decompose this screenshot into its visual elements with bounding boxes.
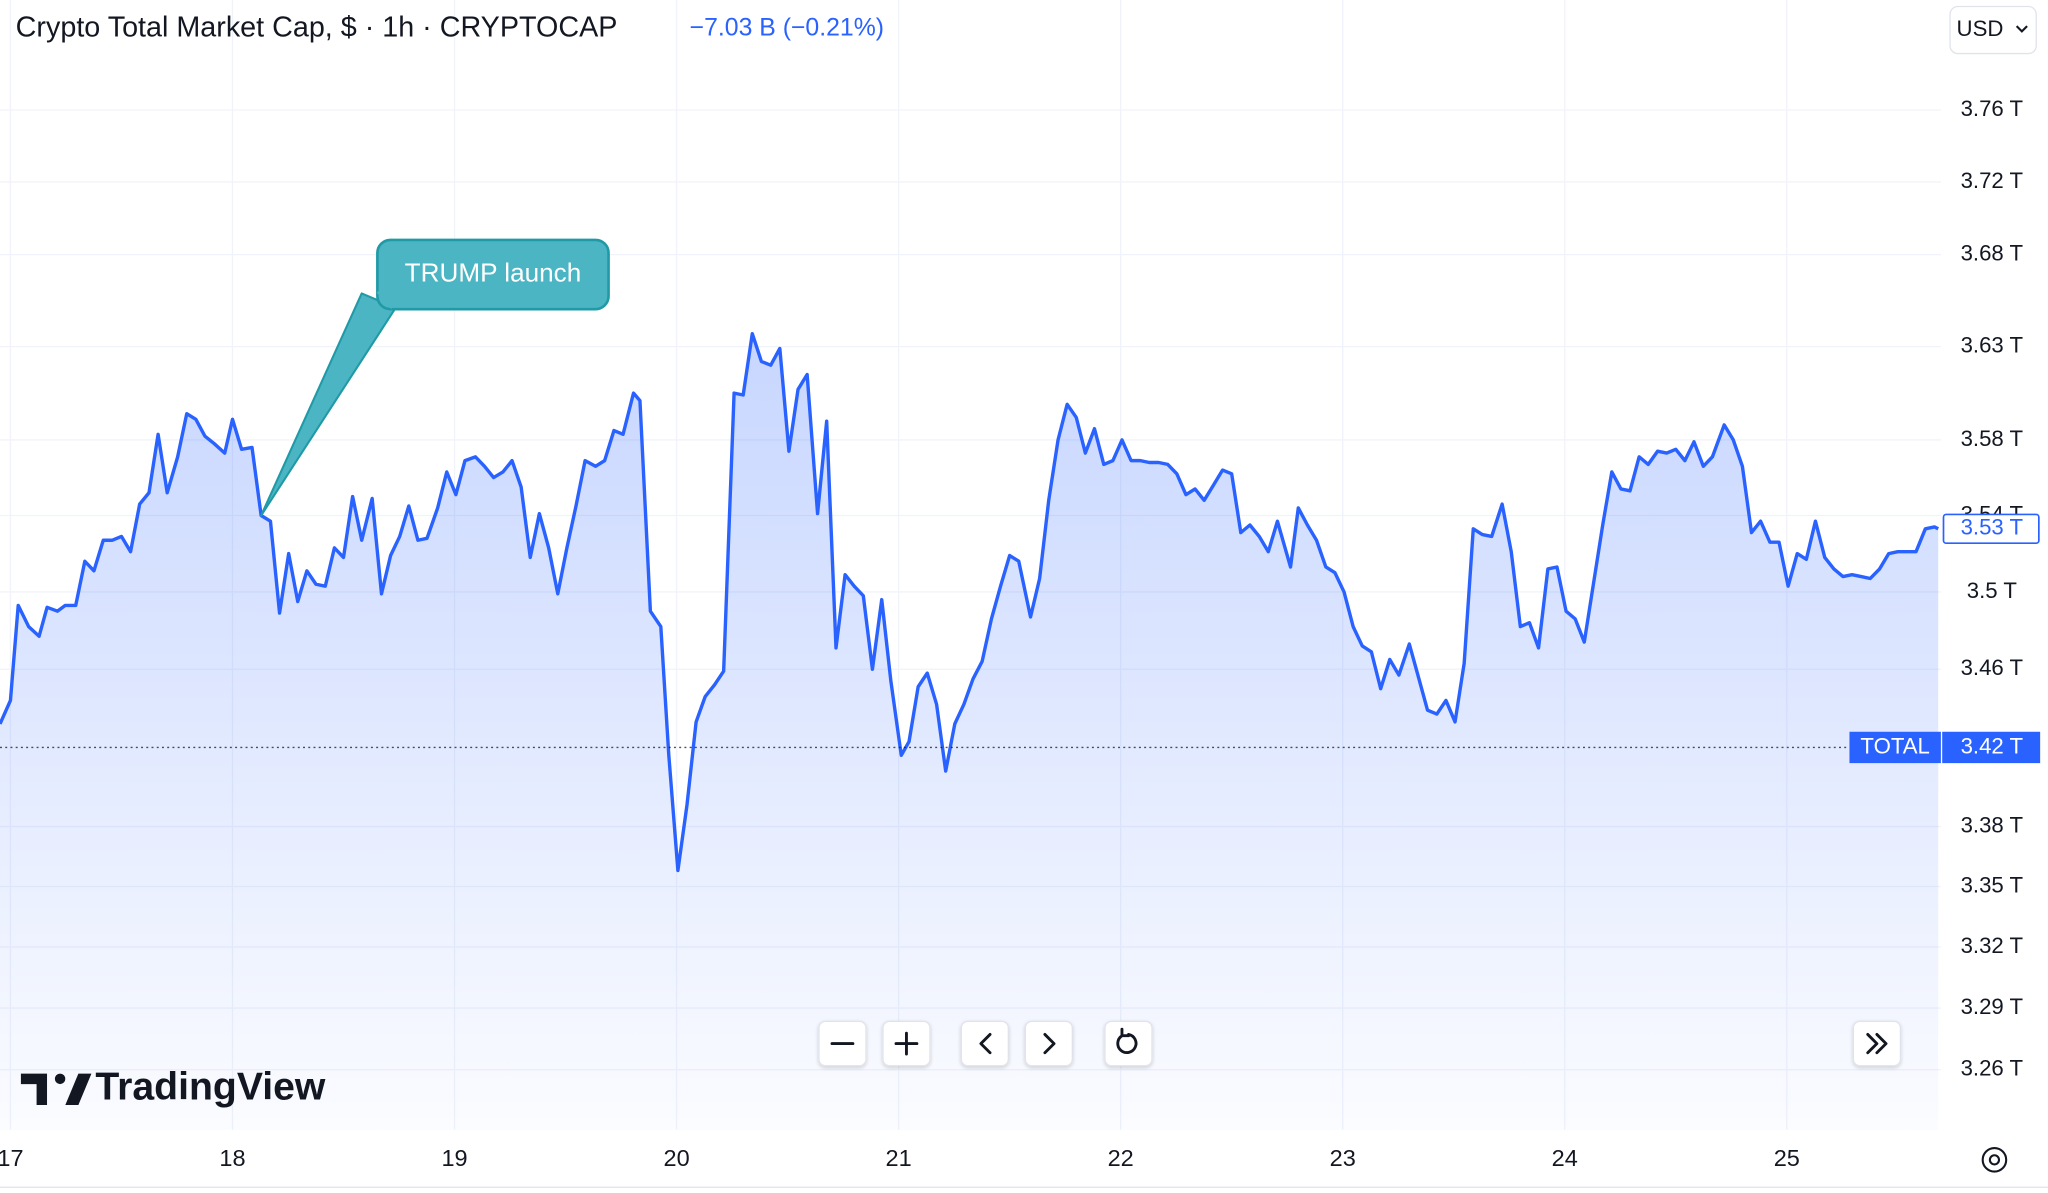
last-price-box bbox=[1942, 513, 2040, 545]
y-tick-label: 3.5 T bbox=[1967, 578, 2018, 603]
logo: TradingView bbox=[20, 1066, 326, 1109]
x-tick-label: 17 bbox=[0, 1145, 24, 1171]
left-icon[interactable] bbox=[979, 1033, 992, 1055]
x-tick-label: 23 bbox=[1330, 1145, 1356, 1171]
x-tick-label: 22 bbox=[1108, 1145, 1134, 1171]
button-bg[interactable] bbox=[960, 1020, 1009, 1067]
currency-selector[interactable]: USD bbox=[1949, 5, 2037, 55]
y-tick-label: 3.38 T bbox=[1961, 812, 2024, 837]
currency-button[interactable] bbox=[1949, 5, 2037, 55]
y-tick-label: 3.76 T bbox=[1961, 96, 2024, 121]
scroll-end-button[interactable] bbox=[1852, 1020, 1902, 1067]
price-change: −7.03 B (−0.21%) bbox=[690, 14, 884, 41]
right-icon[interactable] bbox=[1043, 1033, 1056, 1055]
plus-icon[interactable] bbox=[894, 1031, 919, 1056]
currency-label[interactable]: USD bbox=[1957, 16, 2004, 41]
annotation: TRUMP launch bbox=[260, 238, 610, 517]
logo-icon bbox=[20, 1073, 66, 1105]
symbol-box bbox=[1849, 731, 1941, 764]
symbol-label: TOTAL bbox=[1860, 733, 1929, 758]
y-tick-label: 3.72 T bbox=[1961, 168, 2024, 193]
callout-box bbox=[376, 238, 610, 311]
prev-close-label: 3.42 T bbox=[1961, 733, 2024, 758]
x-tick-label: 24 bbox=[1552, 1145, 1578, 1171]
button-bg[interactable] bbox=[1024, 1020, 1073, 1067]
scroll-left-button[interactable] bbox=[960, 1020, 1009, 1067]
zoom-out-button[interactable] bbox=[818, 1020, 867, 1067]
y-tick-label: 3.35 T bbox=[1961, 872, 2024, 897]
chart-title: Crypto Total Market Cap, $ · 1h · CRYPTO… bbox=[16, 11, 618, 43]
x-tick-label: 21 bbox=[886, 1145, 912, 1171]
x-tick-label: 18 bbox=[219, 1145, 245, 1171]
end-icon[interactable] bbox=[1866, 1033, 1888, 1055]
gear-outline[interactable] bbox=[1981, 1147, 2008, 1173]
y-tick-label: 3.63 T bbox=[1961, 333, 2024, 358]
x-tick-label: 20 bbox=[664, 1145, 690, 1171]
x-tick-label: 19 bbox=[441, 1145, 467, 1171]
logo-icon bbox=[65, 1073, 92, 1105]
y-tick-label: 3.58 T bbox=[1961, 426, 2024, 451]
y-tick-label: 3.68 T bbox=[1961, 240, 2024, 265]
last-price-label: 3.53 T bbox=[1961, 515, 2024, 540]
chevron[interactable] bbox=[2015, 25, 2028, 33]
reset-icon[interactable] bbox=[1116, 1027, 1138, 1054]
callout-joint bbox=[376, 289, 396, 309]
annotation-text: TRUMP launch bbox=[405, 257, 582, 287]
y-tick-label: 3.46 T bbox=[1961, 655, 2024, 680]
settings-button[interactable] bbox=[1981, 1147, 2008, 1173]
scroll-right-button[interactable] bbox=[1024, 1020, 1073, 1067]
overlays: 3.53 T TOTAL 3.42 T TRUMP launch bbox=[0, 238, 2041, 764]
gear-center[interactable] bbox=[1988, 1154, 2001, 1166]
zoom-in-button[interactable] bbox=[882, 1020, 931, 1067]
y-tick-label: 3.32 T bbox=[1961, 933, 2024, 958]
button-bg[interactable] bbox=[1104, 1020, 1153, 1067]
logo-dot bbox=[54, 1073, 66, 1085]
plot bbox=[0, 331, 1939, 1130]
price-line bbox=[0, 331, 1939, 873]
y-tick-label: 3.29 T bbox=[1961, 994, 2024, 1019]
y-tick-label: 3.26 T bbox=[1961, 1056, 2024, 1081]
x-tick-label: 25 bbox=[1774, 1145, 1800, 1171]
reset-button[interactable] bbox=[1104, 1020, 1153, 1067]
prev-close-box bbox=[1942, 731, 2041, 764]
area-fill bbox=[0, 333, 1939, 1130]
logo-text: TradingView bbox=[95, 1066, 326, 1109]
